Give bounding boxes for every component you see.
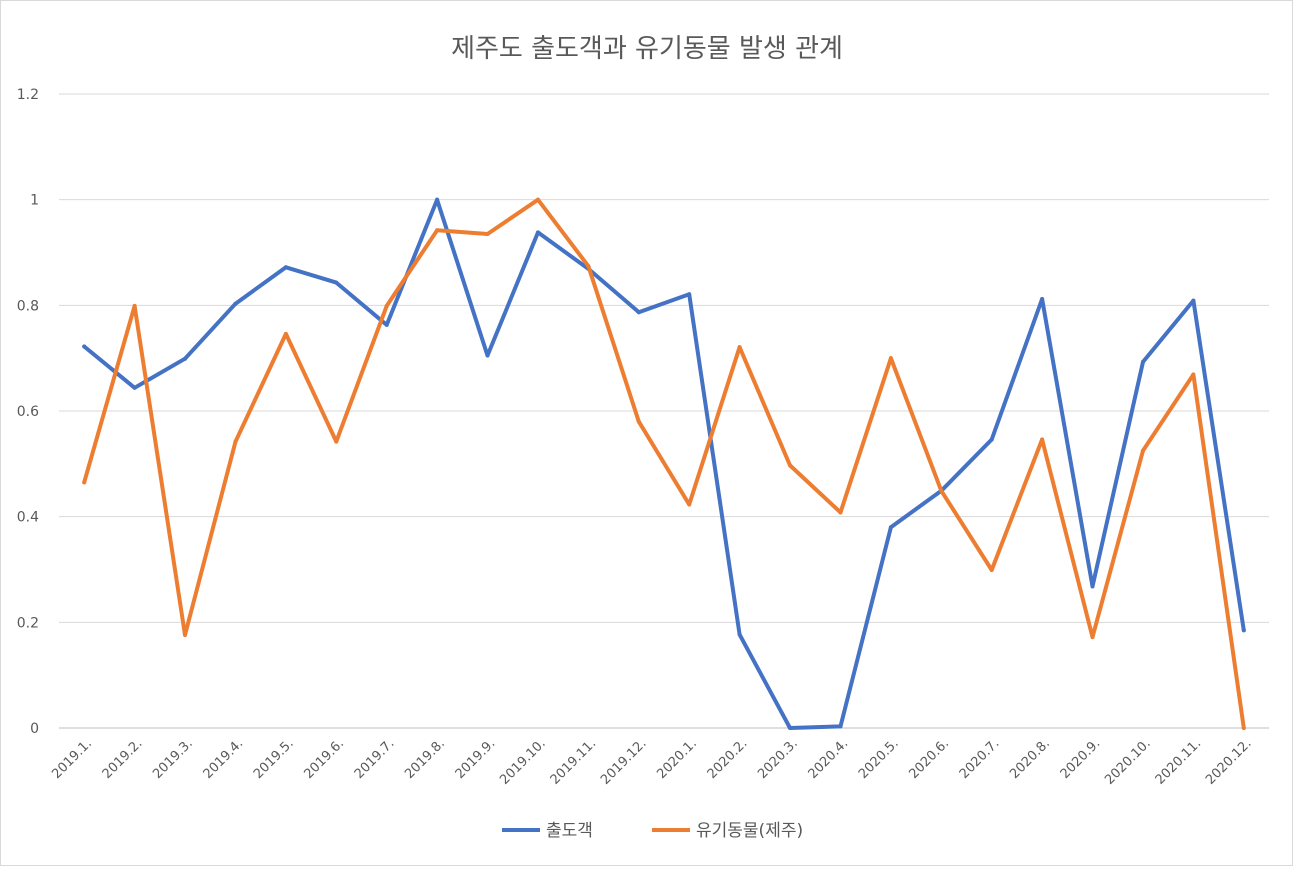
gridlines: [59, 93, 1269, 729]
data-point: [1191, 298, 1196, 303]
x-tick-label: 2020.9.: [1058, 736, 1104, 782]
x-tick-label: 2019.7.: [352, 736, 398, 782]
data-point: [989, 437, 994, 442]
data-point: [1241, 628, 1246, 633]
data-point: [1090, 584, 1095, 589]
data-point: [485, 232, 490, 237]
x-tick-label: 2020.2.: [705, 736, 751, 782]
data-point: [183, 356, 188, 361]
x-tick-label: 2019.10.: [497, 736, 549, 788]
data-point: [888, 356, 893, 361]
data-point: [838, 510, 843, 515]
data-point: [183, 633, 188, 638]
y-tick-label: 1: [30, 193, 39, 209]
x-tick-label: 2020.11.: [1153, 736, 1205, 788]
data-point: [1090, 635, 1095, 640]
x-tick-label: 2020.10.: [1102, 736, 1154, 788]
x-tick-label: 2019.6.: [301, 736, 347, 782]
x-tick-label: 2019.4.: [201, 736, 247, 782]
data-point: [838, 724, 843, 729]
data-point: [888, 525, 893, 530]
data-point: [233, 301, 238, 306]
x-tick-label: 2020.1.: [654, 736, 700, 782]
x-tick-label: 2020.8.: [1007, 736, 1053, 782]
x-tick-label: 2020.4.: [806, 736, 852, 782]
legend-item: 출도객: [502, 821, 593, 841]
data-point: [788, 726, 793, 730]
data-point: [535, 197, 540, 202]
x-tick-label: 2020.5.: [856, 736, 902, 782]
data-point: [939, 488, 944, 493]
data-point: [485, 353, 490, 358]
data-point: [1140, 359, 1145, 364]
data-point: [384, 322, 389, 327]
x-tick-label: 2020.7.: [957, 736, 1003, 782]
x-tick-label: 2019.12.: [598, 736, 650, 788]
data-point: [535, 230, 540, 235]
data-point: [1191, 372, 1196, 377]
y-tick-label: 0: [30, 721, 39, 737]
y-tick-label: 0.8: [17, 298, 39, 314]
data-point: [586, 264, 591, 269]
data-point: [989, 568, 994, 573]
legend: 출도객 유기동물(제주): [502, 821, 803, 841]
data-point: [384, 303, 389, 308]
x-tick-label: 2020.3.: [755, 736, 801, 782]
x-tick-label: 2019.5.: [251, 736, 297, 782]
data-point: [233, 439, 238, 444]
data-point: [687, 502, 692, 507]
y-axis-ticks: 0 0.2 0.4 0.6 0.8 1 1.2: [17, 87, 39, 737]
legend-item: 유기동물(제주): [652, 821, 803, 841]
data-point: [132, 385, 137, 390]
data-point: [334, 439, 339, 444]
legend-label: 유기동물(제주): [696, 821, 803, 841]
data-point: [737, 345, 742, 350]
y-tick-label: 0.4: [17, 510, 39, 526]
data-point: [636, 310, 641, 315]
x-tick-label: 2019.1.: [49, 736, 95, 782]
data-point: [435, 228, 440, 233]
data-point: [1140, 448, 1145, 453]
y-tick-label: 1.2: [17, 87, 39, 103]
data-point: [334, 280, 339, 285]
data-point: [1241, 726, 1246, 730]
data-point: [283, 331, 288, 336]
x-tick-label: 2019.3.: [150, 736, 196, 782]
y-tick-label: 0.2: [17, 615, 39, 631]
data-point: [636, 419, 641, 424]
data-point: [82, 480, 87, 485]
x-tick-label: 2019.9.: [453, 736, 499, 782]
y-tick-label: 0.6: [17, 404, 39, 420]
data-point: [737, 632, 742, 637]
data-point: [788, 463, 793, 468]
data-point: [1040, 437, 1045, 442]
x-tick-label: 2019.8.: [402, 736, 448, 782]
x-tick-label: 2020.12.: [1203, 736, 1255, 788]
x-tick-label: 2020.6.: [906, 736, 952, 782]
data-point: [283, 265, 288, 270]
data-point: [435, 197, 440, 202]
series-line-0: [82, 197, 1246, 730]
x-tick-label: 2019.11.: [548, 736, 600, 788]
x-axis-ticks: 2019.1. 2019.2. 2019.3. 2019.4. 2019.5. 2019.…: [49, 736, 1254, 788]
series-line-1: [82, 197, 1246, 730]
chart-title: 제주도 출도객과 유기동물 발생 관계: [451, 34, 843, 64]
data-point: [1040, 296, 1045, 301]
data-point: [132, 303, 137, 308]
data-point: [82, 344, 87, 349]
series-lines: [82, 197, 1246, 730]
x-tick-label: 2019.2.: [100, 736, 146, 782]
legend-label: 출도객: [546, 821, 593, 841]
data-point: [687, 292, 692, 297]
